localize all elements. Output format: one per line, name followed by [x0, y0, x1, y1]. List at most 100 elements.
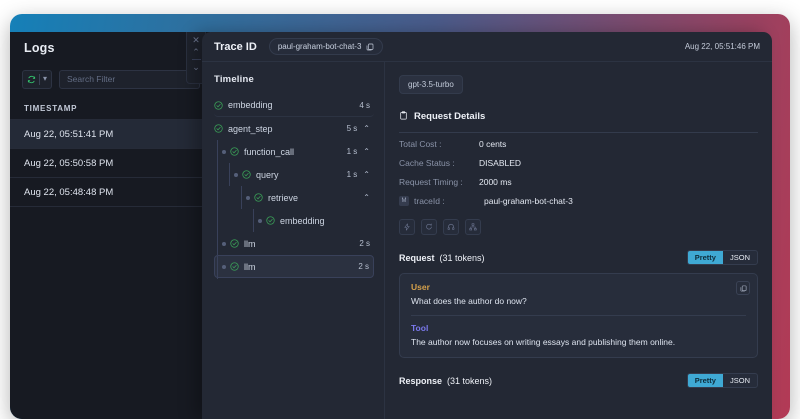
tree-connector [217, 163, 218, 186]
tree-node-dot [258, 218, 262, 223]
trace-body: Timeline embedding 4 s agent_step 5 s [202, 62, 772, 419]
logs-panel-header: Logs [10, 32, 210, 64]
timeline-duration: 2 s [359, 239, 370, 248]
check-circle-icon [214, 100, 223, 110]
timeline-row-llm-selected[interactable]: llm 2 s [214, 255, 374, 279]
details-panel: gpt-3.5-turbo Request Details Total Cost… [385, 62, 772, 419]
timeline-label: llm [244, 261, 256, 272]
trace-id-value: paul-graham-bot-chat-3 [277, 42, 362, 51]
chevron-up-icon[interactable]: ⌃ [192, 46, 200, 57]
chevron-up-icon[interactable]: ⌃ [363, 169, 370, 179]
timeline-duration: 4 s [359, 100, 370, 110]
check-circle-icon [230, 262, 239, 271]
timeline-duration: 1 s [346, 147, 358, 156]
tree-node-dot [222, 149, 226, 154]
timeline-duration: 2 s [358, 262, 369, 271]
tree-connector [217, 186, 218, 209]
timeline-panel: Timeline embedding 4 s agent_step 5 s [202, 62, 385, 419]
chevron-up-icon[interactable]: ⌃ [363, 123, 370, 133]
request-title: Request [399, 252, 435, 263]
chevron-up-icon[interactable]: ⌃ [363, 146, 370, 156]
log-timestamp: Aug 22, 05:50:58 PM [24, 157, 114, 169]
copy-icon[interactable] [736, 281, 750, 295]
field-key: Total Cost : [399, 139, 442, 149]
timeline-row-query[interactable]: query 1 s ⌃ [214, 163, 374, 186]
message-text-tool: The author now focuses on writing essays… [411, 337, 676, 348]
request-view-toggle: Pretty JSON [686, 250, 758, 265]
request-message-box: User What does the author do now? Tool T… [399, 273, 758, 359]
tree-connector [229, 163, 230, 186]
headphones-icon[interactable] [443, 219, 459, 235]
log-row[interactable]: Aug 22, 05:51:41 PM [10, 120, 210, 149]
field-request-timing: Request Timing : 2000 ms [399, 174, 758, 190]
app-window: Logs ✕ ⌃ ⌄ ▾ TIMESTAMP [10, 14, 790, 419]
field-key: Request Timing : [399, 177, 463, 187]
control-divider [191, 59, 201, 60]
message-divider [411, 315, 746, 317]
log-row[interactable]: Aug 22, 05:50:58 PM [10, 149, 210, 178]
refresh-dropdown-group[interactable]: ▾ [22, 69, 53, 89]
refresh-icon[interactable] [27, 75, 36, 84]
clipboard-icon [399, 107, 408, 125]
field-value: DISABLED [479, 158, 522, 168]
response-section-header: Response (31 tokens) Pretty JSON [399, 372, 758, 389]
action-icon-row [399, 219, 758, 235]
field-total-cost: Total Cost : 0 cents [399, 136, 758, 152]
timeline-row-retrieve[interactable]: retrieve ⌃ [214, 186, 374, 209]
field-value: 2000 ms [479, 177, 512, 187]
tree-node-dot [222, 241, 226, 246]
response-pretty-button[interactable]: Pretty [687, 374, 723, 388]
response-title: Response [399, 375, 443, 386]
log-timestamp: Aug 22, 05:48:48 PM [24, 186, 114, 198]
timeline-label: llm [244, 238, 256, 249]
timeline-row-agent-step[interactable]: agent_step 5 s ⌃ [214, 117, 374, 140]
timeline-duration: 5 s [346, 124, 358, 133]
response-token-count: (31 tokens) [447, 375, 493, 386]
response-view-toggle: Pretty JSON [686, 373, 758, 389]
check-circle-icon [230, 239, 239, 248]
timeline-label: agent_step [228, 123, 273, 134]
request-pretty-button[interactable]: Pretty [687, 251, 723, 264]
chevron-down-icon[interactable]: ⌄ [192, 61, 200, 72]
tree-node-dot [234, 172, 238, 177]
sitemap-icon[interactable] [465, 219, 481, 235]
log-row[interactable]: Aug 22, 05:48:48 PM [10, 178, 210, 207]
logs-table: TIMESTAMP Aug 22, 05:51:41 PM Aug 22, 05… [10, 98, 210, 207]
field-key: Cache Status : [399, 158, 455, 168]
toolbar-divider [39, 73, 40, 85]
logs-window-controls: ✕ ⌃ ⌄ [186, 32, 206, 84]
metadata-badge-icon: M [399, 196, 409, 206]
check-circle-icon [242, 170, 251, 179]
close-icon[interactable]: ✕ [192, 34, 200, 45]
lightning-icon[interactable] [399, 219, 415, 235]
logs-panel: Logs ✕ ⌃ ⌄ ▾ TIMESTAMP [10, 32, 210, 419]
search-input[interactable] [59, 69, 200, 89]
log-timestamp: Aug 22, 05:51:41 PM [24, 128, 114, 140]
timeline-row-embedding[interactable]: embedding 4 s [214, 94, 374, 117]
request-section-header: Request (31 tokens) Pretty JSON [399, 249, 758, 266]
refresh-icon[interactable] [421, 219, 437, 235]
tree-connector [217, 232, 218, 255]
chevron-up-icon[interactable]: ⌃ [363, 192, 370, 202]
chevron-down-icon[interactable]: ▾ [43, 74, 48, 83]
tree-connector [217, 140, 218, 163]
message-role-user: User [411, 282, 430, 292]
timeline-row-function-call[interactable]: function_call 1 s ⌃ [214, 140, 374, 163]
timeline-row-llm[interactable]: llm 2 s [214, 232, 374, 255]
field-value: paul-graham-bot-chat-3 [484, 196, 573, 206]
field-cache-status: Cache Status : DISABLED [399, 155, 758, 171]
trace-id-pill[interactable]: paul-graham-bot-chat-3 [268, 38, 384, 56]
timeline-row-embedding-nested[interactable]: embedding [214, 209, 374, 232]
field-trace-id: M traceId : paul-graham-bot-chat-3 [399, 193, 758, 209]
check-circle-icon [266, 216, 275, 225]
response-json-button[interactable]: JSON [729, 376, 750, 386]
field-key-group: M traceId : [399, 196, 479, 206]
copy-icon[interactable] [366, 38, 374, 56]
request-token-count: (31 tokens) [439, 252, 485, 263]
timeline-label: query [256, 169, 279, 180]
request-json-button[interactable]: JSON [729, 253, 750, 262]
trace-topbar: Trace ID paul-graham-bot-chat-3 Aug 22, … [202, 32, 772, 62]
trace-detail-window: Trace ID paul-graham-bot-chat-3 Aug 22, … [202, 32, 772, 419]
field-key: traceId : [414, 196, 445, 206]
timeline-label: embedding [280, 215, 325, 226]
